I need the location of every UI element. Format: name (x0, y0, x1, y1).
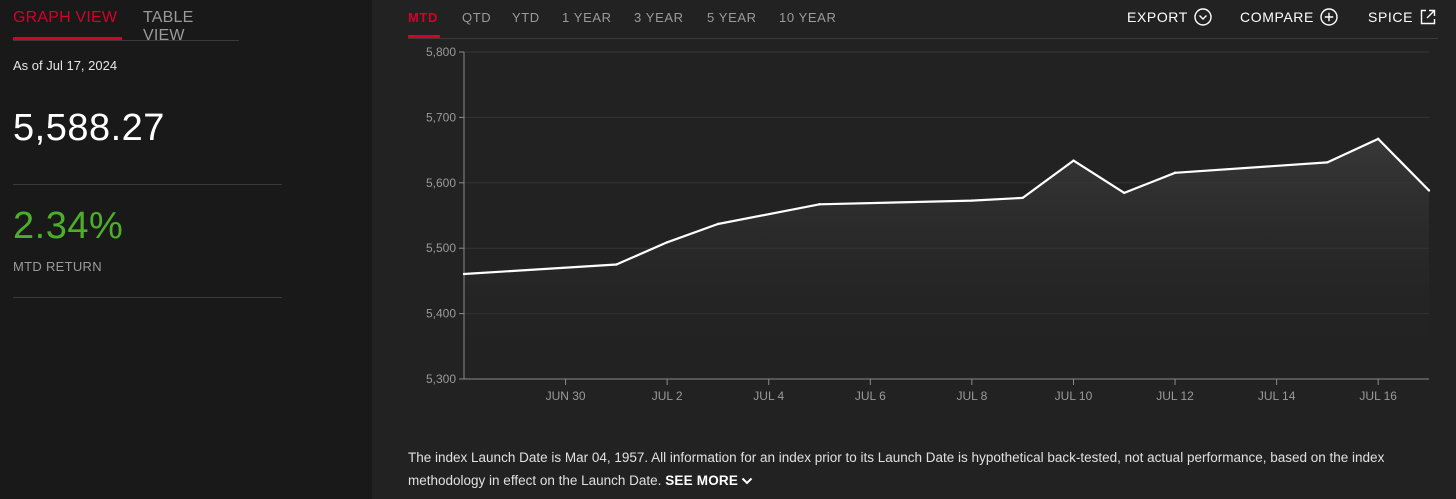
index-price: 5,588.27 (13, 107, 165, 149)
period-tab-mtd[interactable]: MTD (408, 10, 438, 25)
divider (13, 184, 282, 185)
x-tick-label: JUL 2 (652, 389, 683, 403)
data-point (1021, 196, 1024, 200)
spice-link[interactable]: SPICE (1368, 8, 1437, 29)
y-tick-label: 5,500 (426, 241, 456, 255)
tab-graph-view[interactable]: GRAPH VIEW (13, 9, 118, 26)
export-label: EXPORT (1127, 9, 1188, 25)
see-more-label: SEE MORE (665, 473, 739, 488)
divider (13, 297, 282, 298)
compare-button[interactable]: COMPARE (1240, 8, 1338, 29)
y-tick-label: 5,600 (426, 176, 456, 190)
y-tick-label: 5,700 (426, 110, 456, 124)
data-point (818, 203, 821, 206)
header-rule (408, 38, 1438, 39)
area-fill (464, 138, 1429, 379)
period-tab-3-year[interactable]: 3 YEAR (634, 10, 684, 25)
index-chart: 5,300 5,400 5,500 5,600 5,700 5,800 JUN 30 JUL … (426, 45, 1431, 403)
data-point (970, 199, 974, 202)
data-point (1326, 161, 1329, 164)
x-tick-label: JUN 30 (546, 389, 586, 403)
period-tab-ytd[interactable]: YTD (512, 10, 540, 25)
y-tick-label: 5,400 (426, 307, 456, 321)
summary-panel: GRAPH VIEW TABLE VIEW As of Jul 17, 2024… (0, 0, 372, 499)
data-point (665, 241, 669, 244)
x-tick-label: JUL 4 (753, 389, 784, 403)
data-point (1377, 137, 1380, 141)
period-tab-10-year[interactable]: 10 YEAR (779, 10, 837, 25)
return-label: MTD RETURN (13, 259, 102, 274)
see-more-link[interactable]: SEE MORE (665, 473, 753, 488)
data-point (1173, 171, 1177, 174)
active-tab-indicator (13, 37, 122, 40)
active-period-indicator (408, 35, 440, 38)
data-point (1427, 189, 1431, 192)
view-tabs: GRAPH VIEW TABLE VIEW (13, 0, 239, 44)
data-point (615, 263, 618, 266)
data-point (1123, 191, 1126, 195)
x-tick-label: JUL 8 (956, 389, 987, 403)
data-point (716, 222, 720, 226)
x-tick-label: JUL 16 (1359, 389, 1397, 403)
disclaimer: The index Launch Date is Mar 04, 1957. A… (408, 446, 1408, 492)
as-of-date: As of Jul 17, 2024 (13, 58, 118, 73)
export-button[interactable]: EXPORT (1127, 8, 1212, 29)
chevron-down-circle-icon (1194, 8, 1212, 29)
compare-label: COMPARE (1240, 9, 1314, 25)
disclaimer-text: The index Launch Date is Mar 04, 1957. A… (408, 450, 1385, 488)
chevron-down-icon (741, 477, 753, 485)
external-link-icon (1419, 8, 1437, 29)
return-value: 2.34% (13, 205, 124, 247)
x-tick-label: JUL 14 (1258, 389, 1296, 403)
plus-circle-icon (1320, 8, 1338, 29)
y-tick-label: 5,300 (426, 372, 456, 386)
tab-table-view[interactable]: TABLE VIEW (143, 9, 194, 44)
period-tab-5-year[interactable]: 5 YEAR (707, 10, 757, 25)
data-point (462, 272, 466, 276)
x-tick-label: JUL 10 (1055, 389, 1093, 403)
y-tick-label: 5,800 (426, 45, 456, 59)
x-tick-label: JUL 6 (855, 389, 886, 403)
data-point (1072, 159, 1075, 162)
x-tick-label: JUL 12 (1156, 389, 1194, 403)
period-tab-qtd[interactable]: QTD (462, 10, 492, 25)
period-tab-1-year[interactable]: 1 YEAR (562, 10, 612, 25)
spice-label: SPICE (1368, 9, 1414, 25)
